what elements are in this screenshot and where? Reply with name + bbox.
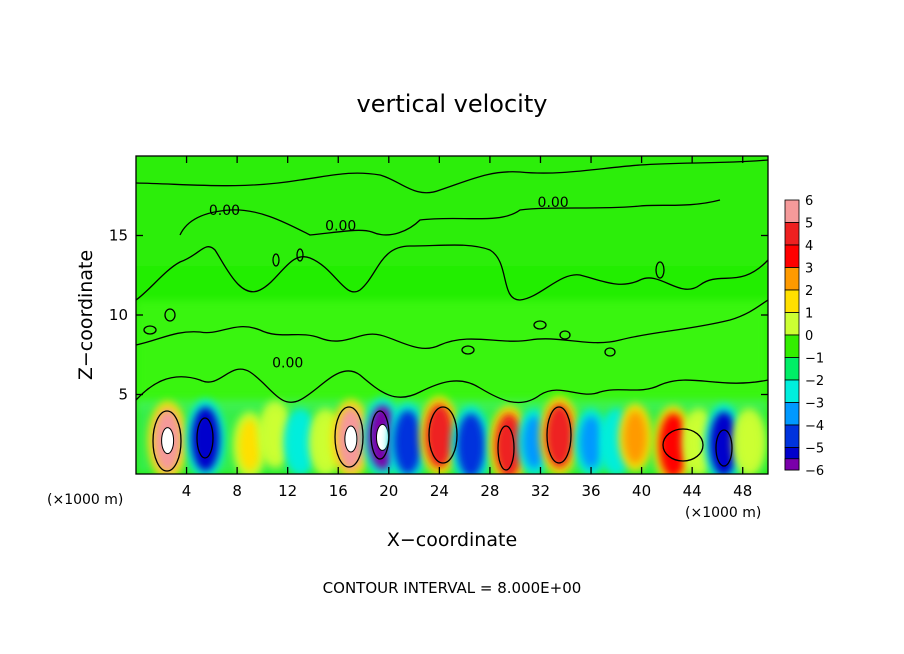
- colorbar-segment-8: [784, 379, 800, 403]
- cell-core-20: [738, 416, 761, 469]
- contour-cell-3: [334, 406, 364, 468]
- contour-line-mid: [136, 244, 768, 301]
- x-axis-ticks: 4 8 12 16 20 24 28 32 36 40 44 48: [182, 156, 752, 500]
- y-tick-label-1: 10: [109, 306, 128, 324]
- contour-blob-5: [533, 320, 547, 330]
- colorbar-tick-label-1: 5: [805, 217, 813, 232]
- x-tick-label-6: 28: [480, 482, 499, 500]
- x-tick-label-7: 32: [531, 482, 550, 500]
- cell-peak-7: [375, 423, 389, 451]
- colorbar-segment-last: [784, 458, 800, 471]
- cell-core-5: [314, 416, 337, 469]
- contour-blob-1: [143, 325, 157, 335]
- y-axis-ticks: 5 10 15: [109, 227, 768, 404]
- x-tick-label-4: 20: [379, 482, 398, 500]
- x-tick-label-2: 12: [278, 482, 297, 500]
- colorbar-tick-label-10: −4: [805, 419, 824, 434]
- contour-cell-8: [662, 428, 704, 462]
- contour-blob-9: [559, 330, 571, 340]
- x-tick-label-10: 44: [683, 482, 702, 500]
- contour-blob-6: [604, 347, 616, 357]
- y-tick-label-2: 15: [109, 227, 128, 245]
- cell-core-8: [393, 410, 422, 474]
- colorbar: 6 5 4 3 2 1 0 −1 −2 −3 −4 −5 −6: [784, 194, 824, 479]
- contour-lines: [136, 159, 768, 472]
- colorbar-tick-label-7: −1: [805, 352, 824, 367]
- colorbar-tick-label-6: 0: [805, 329, 813, 344]
- cell-core-4: [289, 416, 312, 469]
- cell-core-14: [580, 416, 603, 469]
- colorbar-tick-label-2: 4: [805, 239, 813, 254]
- plot-area: 0.00 0.00 0.00 0.00: [135, 155, 769, 475]
- x-axis-unit-left: (×1000 m): [47, 492, 123, 508]
- x-tick-label-8: 36: [581, 482, 600, 500]
- colorbar-tick-label-8: −2: [805, 374, 824, 389]
- contour-line-upper: [136, 159, 768, 194]
- contour-label-2: 0.00: [538, 195, 569, 211]
- colorbar-segment-3: [784, 267, 800, 291]
- contour-line-low: [136, 368, 768, 404]
- colorbar-segment-1: [784, 222, 800, 246]
- y-tick-label-0: 5: [118, 386, 128, 404]
- contour-interval-footer: CONTOUR INTERVAL = 8.000E+00: [323, 579, 582, 597]
- contour-cell-4: [370, 410, 390, 460]
- y-axis-label: Z−coordinate: [75, 250, 97, 380]
- contour-label-3: 0.00: [272, 355, 303, 371]
- contour-line-mid-2: [136, 299, 768, 349]
- contour-cell-6: [497, 425, 515, 471]
- colorbar-segment-0: [784, 199, 800, 223]
- cell-peak-0: [161, 427, 175, 455]
- contour-label-0: 0.00: [209, 203, 240, 219]
- contour-cell-9: [715, 429, 733, 467]
- colorbar-segment-4: [784, 289, 800, 313]
- cell-core-2: [238, 419, 261, 472]
- x-tick-label-3: 16: [329, 482, 348, 500]
- x-tick-label-5: 24: [430, 482, 449, 500]
- cell-core-16: [624, 411, 647, 464]
- contour-blob-2: [164, 308, 176, 322]
- colorbar-tick-label-11: −5: [805, 442, 824, 457]
- colorbar-segment-9: [784, 402, 800, 426]
- cell-core-18: [687, 416, 710, 469]
- x-axis-label: X−coordinate: [387, 529, 517, 551]
- colorbar-segment-6: [784, 334, 800, 358]
- colorbar-tick-label-5: 1: [805, 307, 813, 322]
- cell-core-12: [523, 416, 546, 469]
- colorbar-tick-label-9: −3: [805, 397, 824, 412]
- contour-cell-5: [428, 406, 458, 464]
- contour-label-1: 0.00: [325, 219, 356, 235]
- colorbar-tick-label-4: 2: [805, 284, 813, 299]
- chart-title: vertical velocity: [357, 90, 548, 118]
- x-tick-label-1: 8: [232, 482, 242, 500]
- contour-blob-7: [655, 261, 665, 279]
- colorbar-tick-label-3: 3: [805, 262, 813, 277]
- contour-blob-4: [296, 248, 304, 262]
- cell-core-3: [264, 408, 287, 461]
- colorbar-segment-2: [784, 244, 800, 268]
- colorbar-segment-7: [784, 357, 800, 381]
- contour-labels-layer: 0.00 0.00 0.00 0.00: [209, 195, 569, 372]
- contour-blob-3: [272, 253, 280, 267]
- mid-band: [136, 300, 768, 410]
- colorbar-segment-10: [784, 424, 800, 448]
- cell-core-13: [545, 403, 574, 468]
- x-tick-label-0: 4: [182, 482, 192, 500]
- colorbar-tick-label-0: 6: [805, 194, 813, 209]
- contour-line-upper-2: [179, 199, 721, 236]
- contour-cell-2: [196, 417, 214, 459]
- upper-band: [136, 156, 768, 266]
- contour-cell-7: [546, 406, 572, 464]
- contour-cell-1: [152, 410, 182, 472]
- x-tick-label-11: 48: [733, 482, 752, 500]
- contour-blob-8: [461, 345, 475, 355]
- cell-core-10: [456, 413, 485, 474]
- cell-core-1: [191, 407, 220, 472]
- cell-peak-6: [344, 425, 358, 453]
- colorbar-segment-5: [784, 312, 800, 336]
- x-tick-label-9: 40: [632, 482, 651, 500]
- colorbar-tick-label-12: −6: [805, 464, 824, 479]
- x-axis-unit-right: (×1000 m): [685, 505, 761, 521]
